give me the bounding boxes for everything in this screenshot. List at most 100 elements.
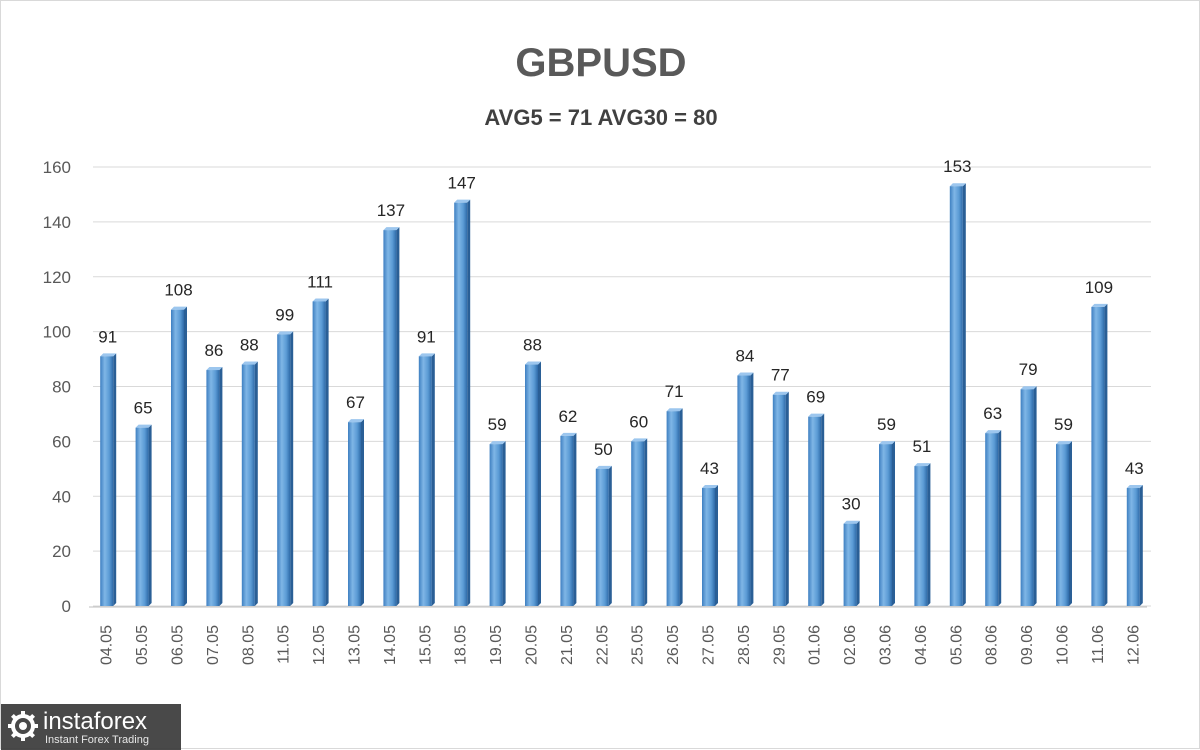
bar-top [843,520,860,524]
bar-side [290,331,294,606]
bar-top [171,306,187,310]
bar-side [219,367,223,606]
bar [171,309,184,606]
bar [241,364,255,606]
data-label: 84 [735,347,754,366]
x-tick-label: 14.05 [382,625,399,665]
bar-side [1104,303,1108,606]
bar [206,370,220,606]
bar-top [737,372,754,376]
bar-top [383,227,400,231]
x-tick-label: 03.06 [878,625,895,665]
data-label: 71 [665,382,684,401]
data-label: 91 [417,327,436,346]
bar-top [914,463,931,467]
bar-top [418,353,435,357]
bar-side [750,372,754,606]
bar [135,427,149,606]
bar [808,416,822,606]
bar-top [241,361,258,365]
y-tick-label: 0 [62,597,71,616]
y-tick-label: 20 [52,542,71,561]
bar [737,375,751,606]
data-label: 108 [164,281,192,300]
bar [666,411,680,606]
x-tick-label: 29.05 [771,625,788,665]
bar-top [489,441,506,445]
chart-subtitle: AVG5 = 71 AVG30 = 80 [484,105,718,130]
bar-top [808,413,825,417]
bar-side [254,361,258,606]
bar [985,433,999,606]
bar [560,435,574,606]
y-tick-label: 60 [52,432,71,451]
bar-top [1091,303,1108,307]
x-tick-label: 11.05 [276,625,293,664]
bar-side [431,353,435,606]
gear-logo-icon [8,711,38,741]
bar-side [892,441,895,606]
chart-title: GBPUSD [515,41,687,85]
bar-side [785,391,789,606]
bar-top [277,331,294,335]
bar-top [348,419,364,423]
data-labels: 91 65 108 86 88 99 111 67 137 91 147 59 88 62 50 60 71 43… [98,157,1144,513]
x-tick-label: 08.06 [984,625,1001,665]
x-tick-label: 07.05 [205,625,222,665]
bar-side [608,465,612,606]
x-tick-label: 05.06 [948,625,965,665]
data-label: 43 [1125,459,1144,478]
bar-side [502,441,506,606]
x-tick-label: 21.05 [559,625,576,665]
bar [454,202,468,606]
data-label: 109 [1085,278,1113,297]
x-tick-label: 04.06 [913,625,930,665]
x-tick-label: 10.06 [1055,625,1072,665]
bar [1056,444,1069,606]
y-tick-label: 80 [52,378,71,397]
x-tick-label: 09.06 [1019,625,1036,665]
x-tick-label: 12.06 [1125,625,1142,665]
bar-side [538,361,541,606]
bar [418,356,432,606]
x-tick-label: 12.05 [311,625,328,665]
x-tick-label: 25.05 [630,625,647,665]
x-tick-label: 20.05 [524,625,541,665]
bar-top [525,361,541,365]
bar-top [135,424,152,428]
bar-top [879,441,895,445]
bar [1020,389,1034,606]
bar [772,394,786,606]
y-tick-label: 120 [43,268,71,287]
bar-side [184,306,187,606]
x-tick-label: 26.05 [665,625,682,665]
bar-top [595,465,612,469]
data-label: 88 [523,336,542,355]
data-label: 79 [1019,360,1038,379]
bar-top [772,391,789,395]
bar-top [312,298,329,302]
bar [348,422,361,606]
x-tick-label: 11.06 [1090,625,1107,664]
bar-top [949,183,966,187]
y-tick-label: 140 [43,213,71,232]
data-label: 59 [488,415,507,434]
y-tick-label: 40 [52,487,71,506]
bar [383,230,397,606]
bar-top [1020,386,1037,390]
data-label: 147 [448,174,476,193]
data-label: 77 [771,366,790,385]
x-tick-label: 15.05 [417,625,434,665]
bar-side [361,419,364,606]
bar [843,523,857,606]
data-label: 60 [629,412,648,431]
x-tick-label: 05.05 [134,625,151,665]
bar-top [100,353,117,357]
data-label: 65 [134,399,153,418]
data-label: 59 [877,415,896,434]
bar-side [113,353,117,606]
bar [702,488,715,606]
bar-side [1033,386,1037,606]
